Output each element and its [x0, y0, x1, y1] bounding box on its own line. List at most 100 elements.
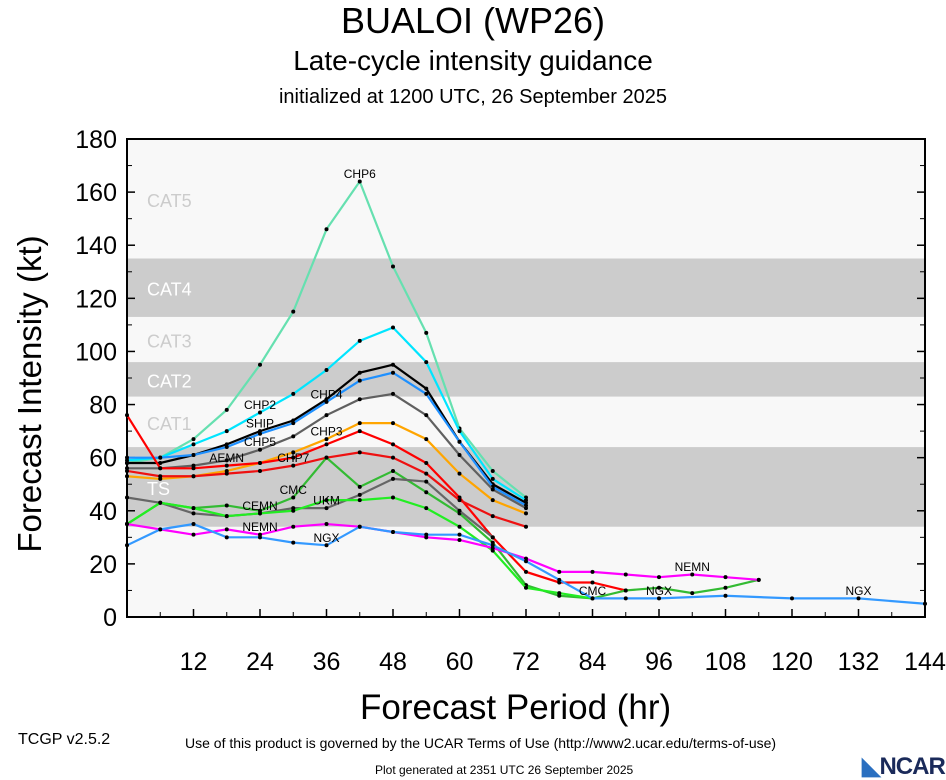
x-axis-label: Forecast Period (hr)	[360, 688, 672, 727]
data-point-aemn	[158, 466, 163, 471]
data-point-chp4	[291, 421, 296, 426]
data-point-chp7	[391, 455, 395, 460]
data-point-nemn	[590, 569, 595, 574]
x-tick-label: 84	[579, 648, 607, 676]
data-point-ngx	[723, 593, 728, 598]
series-label-chp5: CHP5	[244, 435, 276, 449]
data-point-chp6	[258, 362, 262, 367]
data-point-chp2	[291, 391, 296, 396]
data-point-chp6	[424, 330, 429, 335]
x-tick-label: 60	[446, 648, 474, 676]
data-point-ngx	[623, 596, 628, 601]
series-line-cmc	[126, 456, 760, 600]
data-point-chp4	[258, 431, 262, 436]
data-point-chp2	[357, 338, 362, 343]
data-point-ukm	[490, 535, 495, 540]
data-point-cemn	[524, 585, 528, 590]
data-point-chp7	[191, 474, 196, 479]
data-point-ukm	[424, 479, 429, 484]
data-point-chp4	[191, 453, 196, 458]
data-point-ngx	[291, 540, 296, 545]
x-tick-label: 132	[838, 648, 880, 676]
data-point-chp3	[424, 437, 429, 442]
x-tick-label: 24	[246, 648, 274, 676]
data-point-chp2	[490, 476, 495, 481]
data-point-cemn	[258, 511, 262, 516]
data-point-chp7	[424, 471, 429, 476]
data-point-ukm	[357, 492, 362, 497]
y-tick-label: 0	[103, 604, 117, 632]
data-point-chp6	[357, 179, 362, 184]
data-point-cmc	[324, 455, 329, 460]
data-point-chp7	[357, 450, 362, 455]
data-point-nemn	[457, 537, 462, 542]
ncar-swoosh-icon: ◣	[862, 753, 880, 780]
data-point-ngx	[224, 535, 229, 540]
data-point-cmc	[224, 503, 229, 508]
y-tick-label: 120	[75, 285, 117, 313]
data-point-ukm	[125, 495, 129, 500]
series-label-aemn: AEMN	[209, 451, 244, 465]
data-point-chp5	[324, 413, 329, 418]
data-point-chp5	[424, 413, 429, 418]
band-label-cat4: CAT4	[147, 280, 192, 300]
data-point-chp4	[125, 455, 129, 460]
data-point-ngx	[524, 559, 528, 564]
data-point-cemn	[557, 591, 562, 596]
data-point-chp2	[224, 429, 229, 434]
band-label-cat5: CAT5	[147, 191, 192, 211]
data-point-cemn	[324, 498, 329, 503]
data-point-chp5	[224, 458, 229, 463]
data-point-chp3	[457, 471, 462, 476]
data-point-chp5	[258, 447, 262, 452]
init-time: initialized at 1200 UTC, 26 September 20…	[278, 86, 667, 108]
data-point-chp7	[125, 468, 129, 473]
data-point-chp7	[490, 514, 495, 519]
data-point-cmc	[723, 585, 728, 590]
data-point-chp7	[457, 498, 462, 503]
data-point-chp2	[424, 360, 429, 365]
data-point-cmc	[424, 490, 429, 495]
series-label-ngx: NGX	[845, 584, 871, 598]
data-point-chp4	[391, 370, 395, 375]
data-point-chp6	[324, 227, 329, 232]
x-tick-label: 36	[313, 648, 341, 676]
data-point-chp5	[490, 487, 495, 492]
series-label-nemn: NEMN	[242, 520, 277, 534]
band-cat4	[127, 258, 925, 317]
y-tick-label: 60	[89, 445, 117, 473]
data-point-chp3	[524, 511, 528, 516]
chart-subtitle: Late-cycle intensity guidance	[293, 45, 653, 76]
data-point-ship	[391, 362, 395, 367]
series-label-cmc: CMC	[579, 584, 607, 598]
data-point-aemn	[357, 429, 362, 434]
terms-text: Use of this product is governed by the U…	[185, 735, 777, 751]
series-label-chp7: CHP7	[277, 451, 309, 465]
data-point-ngx	[324, 543, 329, 548]
data-point-chp2	[391, 325, 395, 330]
band-cat3	[127, 316, 925, 363]
data-point-cemn	[357, 498, 362, 503]
data-point-cemn	[457, 524, 462, 529]
data-point-chp4	[158, 455, 163, 460]
ncar-logo: ◣NCAR	[862, 753, 946, 780]
data-point-chp4	[424, 391, 429, 396]
data-point-chp4	[357, 378, 362, 383]
data-point-aemn	[590, 580, 595, 585]
y-tick-label: 140	[75, 232, 117, 260]
data-point-nemn	[125, 522, 129, 527]
data-point-chp6	[490, 468, 495, 473]
x-tick-label: 108	[705, 648, 747, 676]
data-point-ship	[125, 460, 129, 465]
x-tick-label: 48	[379, 648, 407, 676]
data-point-chp5	[357, 397, 362, 402]
data-point-ship	[357, 370, 362, 375]
x-tick-label: 144	[904, 648, 946, 676]
data-point-nemn	[224, 527, 229, 532]
series-label-chp4: CHP4	[310, 387, 342, 401]
data-point-ngx	[856, 596, 861, 601]
band-label-cat3: CAT3	[147, 331, 192, 351]
data-point-aemn	[191, 466, 196, 471]
plot-area: TS CAT1 CAT2 CAT3 CAT4 CAT5 0 20 40 60 80 100 120 140…	[75, 126, 946, 676]
